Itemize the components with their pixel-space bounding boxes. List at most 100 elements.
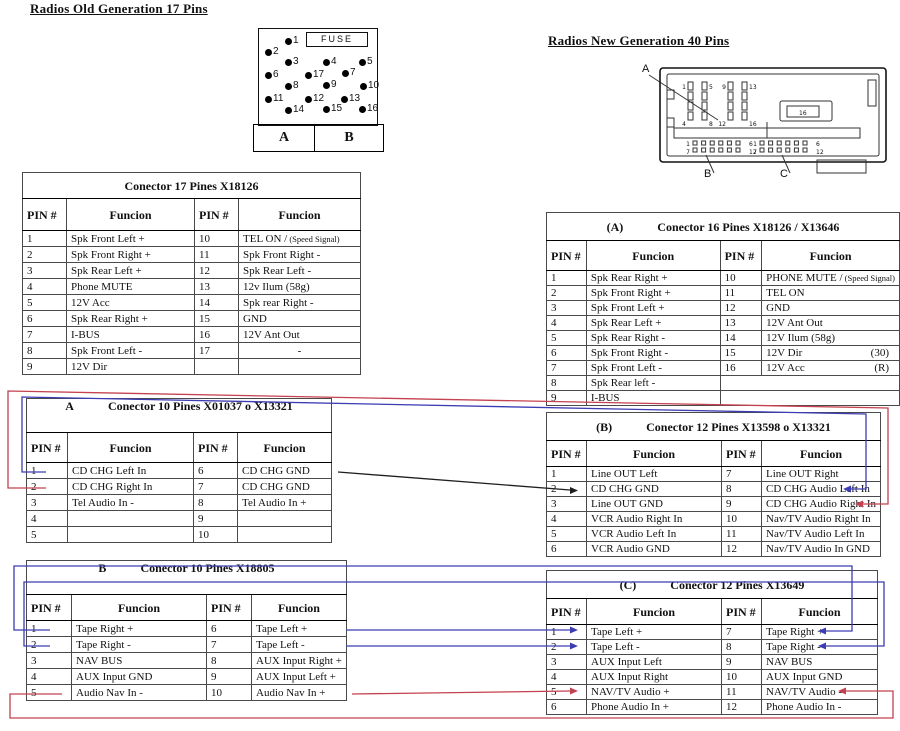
funcion-cell: Tape Right - [71,636,207,653]
pin-cell: 3 [26,652,72,669]
column-header: PIN # [26,594,72,621]
pin-cell: 1 [546,624,587,640]
table-title: Conector 10 Pines X18805 [140,561,275,575]
connector-pin [687,81,694,91]
table-row: 6 Spk Front Right -15 12V Dir (30) [546,345,900,361]
pinout-table: (A) Conector 16 Pines X18126 / X13646 PIN … [546,212,900,406]
section-c-label: C [780,168,788,180]
pin-cell: 5 [546,330,587,346]
funcion-cell: NAV/TV Audio - [761,684,878,700]
pin-number-label: 4 [331,56,337,67]
pin-cell: 8 [721,639,762,655]
table-title: Conector 10 Pines X01037 o X13321 [107,399,293,413]
table-row: 2 Spk Front Right +11 TEL ON [546,285,900,301]
connector-pin [741,91,748,101]
connector-pin [741,111,748,121]
funcion-cell: CD CHG Left In [67,462,194,479]
table-row: 5 Audio Nav In -10 Audio Nav In + [26,684,347,701]
group-pin-label: 6 [749,141,753,148]
table-title: Conector 17 Pines X18126 [124,178,259,193]
pin-cell: 5 [26,684,72,701]
pin-cell: 9 [721,654,762,670]
connector-pin [709,147,715,153]
table-row: 9 12V Dir [22,358,361,375]
funcion-cell: Audio Nav In + [251,684,347,701]
column-header: Funcion [761,240,900,271]
pin-number-label: 14 [293,104,305,115]
power-block-inner [786,105,820,118]
funcion-cell: Spk Front Right - [585,345,721,361]
pin-group-c: 1 6 7 12 [753,140,824,156]
grid-pin-label: 5 [709,84,713,91]
pin-cell: 1 [546,466,587,482]
funcion-cell: 12v Ilum (58g) [238,278,361,295]
funcion-cell: Spk Front Left + [66,230,195,247]
funcion-cell: NAV BUS [761,654,878,670]
table-row: 6 Spk Rear Right +15 GND [22,310,361,327]
pin-number-label: 7 [350,67,356,78]
pin-number-label: 9 [331,79,337,90]
connector-pin [701,101,708,111]
pin-cell: 7 [721,466,762,482]
funcion-cell: Spk Front Left - [585,360,721,376]
pin-cell: 3 [546,496,587,512]
funcion-cell: Tape Right - [761,639,878,655]
funcion-cell: Spk Front Right - [238,246,361,263]
pin-number-label: 12 [313,93,325,104]
pin16-block-label: 16 [799,110,807,117]
table-row: 4 VCR Audio Right In 10 Nav/TV Audio Right … [546,511,882,527]
pin-cell: 11 [721,684,762,700]
pin-dot [323,59,330,66]
table-letter: (C) [619,577,637,592]
pin-number-label: 11 [273,93,284,104]
funcion-cell: CD CHG Audio Left In [760,481,882,497]
funcion-cell: 12V Dir [66,358,195,375]
pin-cell: 16 [719,360,763,376]
pin-cell: 13 [719,315,763,331]
column-header: Funcion [67,432,194,463]
pin-cell: 13 [194,278,239,295]
pin-cell: 6 [546,541,587,557]
column-header: Funcion [251,594,347,621]
column-header: Funcion [585,240,721,271]
pin-cell: 10 [719,270,763,286]
pin-number-label: 8 [293,80,299,91]
pin-dot [285,59,292,66]
funcion-cell: Spk Front Left - [66,342,195,359]
table-header-row: PIN # Funcion PIN # Funcion [546,240,900,271]
wire-tape-left-minus-blue [346,642,578,650]
pin-cell: 5 [546,684,587,700]
funcion-cell: TEL ON [761,285,900,301]
pin-cell: 3 [26,494,68,511]
funcion-cell: NAV BUS [71,652,207,669]
pin-cell: 4 [26,668,72,685]
group-pin-label: 12 [816,149,824,156]
pin-cell: 10 [194,230,239,247]
funcion-cell [237,526,332,543]
connector-pin [727,101,734,111]
left-notch [666,89,675,100]
pin-dot [360,83,367,90]
column-header: PIN # [22,198,67,231]
column-header: PIN # [546,440,587,467]
connector-pin [701,91,708,101]
pin-cell: 6 [22,310,67,327]
pin-cell: 1 [22,230,67,247]
funcion-cell: Spk Rear Right + [585,270,721,286]
table-letter: (B) [596,419,613,434]
funcion-cell: Spk Rear left - [585,375,721,391]
table-row: 5 Spk Rear Right -14 12V Ilum (58g) [546,330,900,346]
pinout-table: Conector 17 Pines X18126 PIN # Funcion PIN … [22,172,361,375]
column-header: PIN # [721,598,762,625]
column-header: Funcion [586,440,722,467]
connector-pin [687,101,694,111]
funcion-cell: AUX Input Right + [251,652,347,669]
pinout-table: B Conector 10 Pines X18805 PIN # Funcion PIN… [26,560,347,701]
table-letter: (A) [606,219,624,234]
table-conector-12-pines-b: (B) Conector 12 Pines X13598 o X13321 PIN … [545,412,882,557]
funcion-cell: Spk Rear Left + [585,315,721,331]
table-row: 6 VCR Audio GND 12 Nav/TV Audio In GND [546,541,882,557]
funcion-cell: CD CHG Right In [67,478,194,495]
table-row: 3 Line OUT GND 9 CD CHG Audio Right In [546,496,882,512]
